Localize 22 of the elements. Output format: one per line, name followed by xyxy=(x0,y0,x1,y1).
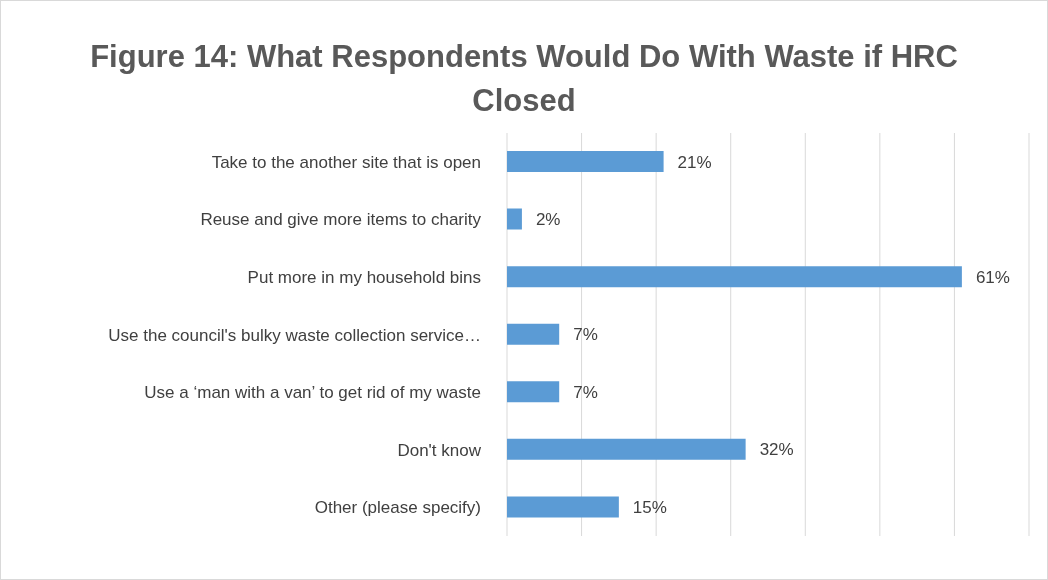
data-label: 15% xyxy=(632,497,667,517)
y-tick-label: Put more in my household bins xyxy=(247,267,481,287)
bar xyxy=(507,381,560,403)
chart-title: Figure 14: What Respondents Would Do With Waste if HRC Closed xyxy=(89,38,959,120)
data-label: 2% xyxy=(535,210,561,230)
data-label: 61% xyxy=(975,267,1010,287)
y-tick-label: Reuse and give more items to charity xyxy=(200,210,482,230)
bar xyxy=(507,438,746,460)
bar xyxy=(507,496,619,518)
data-label: 21% xyxy=(677,152,712,172)
bar xyxy=(507,151,664,172)
bar xyxy=(507,208,522,230)
bar xyxy=(507,323,560,345)
y-tick-label: Don't know xyxy=(397,440,482,460)
data-label: 7% xyxy=(573,325,598,345)
y-tick-label: Other (please specify) xyxy=(314,498,481,518)
data-label: 7% xyxy=(573,382,598,402)
y-tick-label: Use a ‘man with a van’ to get rid of my waste xyxy=(144,383,481,403)
y-tick-label: Take to the another site that is open xyxy=(211,152,481,172)
bar xyxy=(507,266,962,288)
data-label: 32% xyxy=(759,440,794,460)
y-tick-label: Use the council's bulky waste collection service… xyxy=(108,325,481,345)
